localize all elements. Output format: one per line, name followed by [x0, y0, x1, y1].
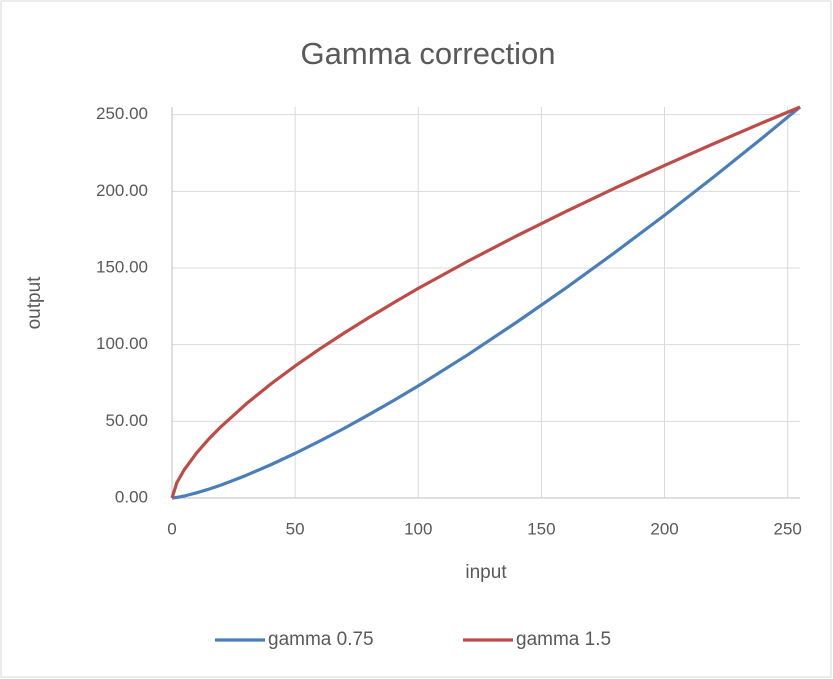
y-axis-title: output	[24, 276, 45, 330]
x-tick-label: 150	[527, 519, 555, 538]
x-tick-label: 50	[286, 519, 305, 538]
x-tick-label: 100	[404, 519, 432, 538]
y-tick-label: 0.00	[115, 487, 148, 506]
legend-label: gamma 0.75	[268, 629, 374, 650]
chart-title: Gamma correction	[301, 36, 556, 71]
x-tick-label: 250	[773, 519, 801, 538]
series-line	[171, 105, 802, 500]
x-tick-label: 0	[167, 519, 176, 538]
x-axis-title: input	[465, 562, 507, 583]
y-tick-label: 100.00	[96, 334, 148, 353]
x-tick-label: 200	[650, 519, 678, 538]
y-tick-label: 50.00	[105, 411, 148, 430]
series-line	[170, 105, 801, 499]
legend-label: gamma 1.5	[516, 629, 611, 650]
y-tick-label: 200.00	[96, 181, 148, 200]
y-tick-label: 250.00	[96, 104, 148, 123]
y-tick-label: 150.00	[96, 257, 148, 276]
